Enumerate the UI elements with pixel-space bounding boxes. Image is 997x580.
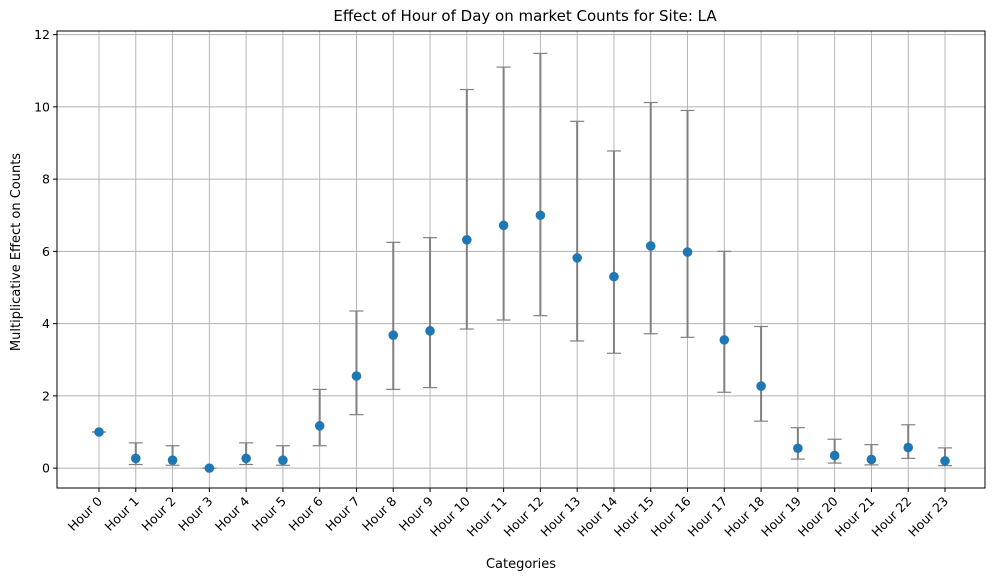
data-point [829,450,840,461]
y-axis-ticks: 0 2 4 6 8 10 12 [34,27,57,476]
x-tick-label: Hour 7 [322,494,362,534]
x-tick-label: Hour 6 [285,493,325,533]
y-tick-label: 12 [34,27,50,42]
y-axis-title: Multiplicative Effect on Counts [9,153,24,351]
x-tick-label: Hour 17 [684,494,730,540]
data-point [535,210,546,221]
x-tick-label: Hour 14 [574,493,620,539]
data-point [682,247,693,257]
x-tick-label: Hour 21 [832,494,878,540]
data-point [903,442,914,453]
plot-frame [56,30,986,489]
data-point [94,427,104,437]
data-point [609,271,619,282]
x-tick-label: Hour 15 [611,494,657,540]
data-point [462,235,472,245]
x-tick-label: Hour 11 [464,494,510,540]
x-tick-label: Hour 1 [102,494,142,534]
data-point [866,454,877,465]
data-point [498,220,509,231]
y-tick-label: 6 [42,244,50,259]
grid [57,31,985,488]
x-tick-label: Hour 12 [501,494,547,540]
data-point [167,455,178,465]
data-point [572,253,582,263]
x-tick-label: Hour 23 [905,494,951,540]
y-tick-label: 0 [42,461,50,476]
data-point [940,456,950,466]
data-point [756,381,766,391]
data-point [388,330,399,340]
data-point [130,453,141,464]
x-axis-title: Categories [486,557,556,572]
data-point [314,421,325,431]
x-tick-label: Hour 13 [537,494,583,540]
x-tick-label: Hour 0 [65,493,105,533]
x-tick-label: Hour 8 [359,493,399,533]
data-point [425,326,435,336]
y-tick-label: 4 [42,316,50,331]
y-tick-label: 10 [34,99,50,114]
x-tick-label: Hour 22 [868,494,914,540]
data-point [793,443,803,454]
x-tick-label: Hour 5 [249,494,289,534]
y-tick-label: 8 [42,172,50,187]
chart-title: Effect of Hour of Day on market Counts f… [333,7,717,25]
data-point [645,241,656,251]
data-point [719,335,730,345]
y-tick-label: 2 [42,388,50,403]
data-points [94,210,950,473]
data-point [278,455,288,465]
error-bars [92,52,952,469]
x-tick-label: Hour 3 [175,494,215,534]
data-point [351,371,362,381]
x-tick-label: Hour 4 [212,493,252,533]
data-point [241,453,251,464]
data-point [204,463,215,473]
x-tick-label: Hour 2 [138,494,178,534]
